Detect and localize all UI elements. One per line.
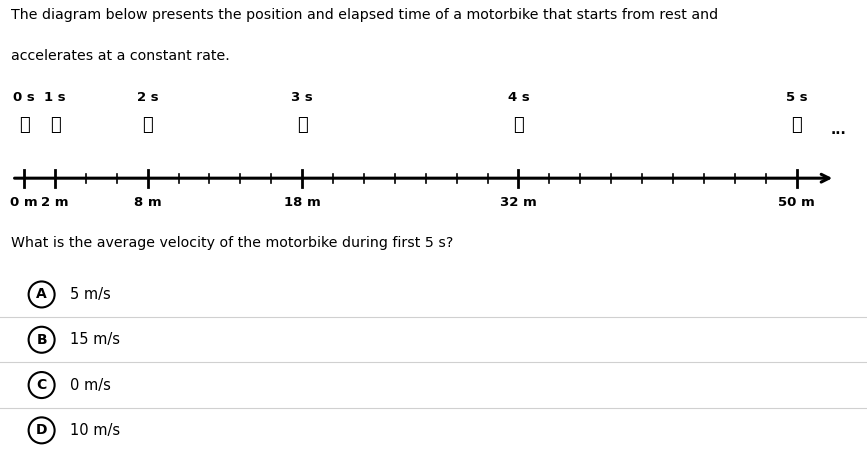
Text: 3 s: 3 s xyxy=(291,91,313,104)
Text: 0 s: 0 s xyxy=(13,91,35,104)
Text: 5 m/s: 5 m/s xyxy=(70,287,111,302)
Text: C: C xyxy=(36,378,47,392)
Text: accelerates at a constant rate.: accelerates at a constant rate. xyxy=(11,49,230,63)
Text: ...: ... xyxy=(831,123,846,137)
Text: 2 m: 2 m xyxy=(42,196,68,209)
Text: 4 s: 4 s xyxy=(507,91,530,104)
Text: 🏍: 🏍 xyxy=(142,116,153,134)
Text: 50 m: 50 m xyxy=(779,196,815,209)
Text: The diagram below presents the position and elapsed time of a motorbike that sta: The diagram below presents the position … xyxy=(11,8,719,22)
Text: 18 m: 18 m xyxy=(284,196,321,209)
Text: 32 m: 32 m xyxy=(500,196,537,209)
Text: What is the average velocity of the motorbike during first 5 s?: What is the average velocity of the moto… xyxy=(11,236,453,250)
Text: 5 s: 5 s xyxy=(786,91,807,104)
Text: 0 m: 0 m xyxy=(10,196,38,209)
Text: 8 m: 8 m xyxy=(134,196,161,209)
Text: 🏍: 🏍 xyxy=(792,116,802,134)
Text: 🏍: 🏍 xyxy=(49,116,61,134)
Text: D: D xyxy=(36,424,48,437)
Text: 0 m/s: 0 m/s xyxy=(70,377,111,393)
Text: A: A xyxy=(36,288,47,301)
Text: 1 s: 1 s xyxy=(44,91,66,104)
Text: 15 m/s: 15 m/s xyxy=(70,332,121,347)
Text: 🏍: 🏍 xyxy=(513,116,524,134)
Text: 🏍: 🏍 xyxy=(297,116,308,134)
Text: B: B xyxy=(36,333,47,347)
Text: 10 m/s: 10 m/s xyxy=(70,423,121,438)
Text: 🏍: 🏍 xyxy=(19,116,29,134)
Text: 2 s: 2 s xyxy=(137,91,159,104)
